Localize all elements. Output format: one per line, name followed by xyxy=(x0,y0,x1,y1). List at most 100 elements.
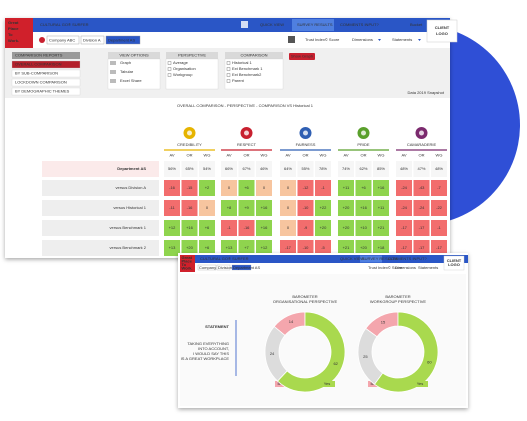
cell-value: +6 xyxy=(205,245,210,250)
menu-item[interactable] xyxy=(11,87,81,96)
menu-header: COMPARISON REPORTS xyxy=(15,53,63,58)
cell-value: +12 xyxy=(261,245,269,250)
breadcrumb-box[interactable] xyxy=(105,35,141,45)
report-title: OVERALL COMPARISON - PERSPECTIVE - COMPA… xyxy=(177,103,314,108)
button[interactable] xyxy=(289,53,315,60)
nav-item[interactable]: QUICK VIEW xyxy=(260,22,284,27)
cell-value: -24 xyxy=(401,205,408,210)
table-cell xyxy=(338,161,354,177)
client-logo xyxy=(443,255,465,271)
cell-value: 48% xyxy=(435,166,443,171)
table-cell xyxy=(221,161,237,177)
table-cell xyxy=(199,200,215,216)
cell-value: +13 xyxy=(169,245,177,250)
flag-icon xyxy=(39,37,45,43)
table-cell xyxy=(238,180,255,196)
cell-value: -1 xyxy=(227,225,231,230)
option-item: Workgroup xyxy=(173,72,193,77)
cell-value: -7 xyxy=(437,185,441,190)
checkbox[interactable] xyxy=(226,79,231,83)
legend-chip xyxy=(319,381,335,387)
logo-text: Great xyxy=(8,20,19,25)
cell-value: +20 xyxy=(343,205,351,210)
menu-item[interactable] xyxy=(11,60,81,69)
cell-value: 54% xyxy=(203,166,211,171)
nav-item[interactable]: SURVEY RESULTS xyxy=(297,22,333,27)
checkbox[interactable] xyxy=(167,67,172,71)
table-cell xyxy=(355,200,372,216)
chart-title: WORKGROUP PERSPECTIVE xyxy=(370,299,426,304)
checkbox[interactable] xyxy=(167,61,172,65)
cell-value: -16 xyxy=(187,205,194,210)
table-cell xyxy=(413,240,430,256)
breadcrumb-box[interactable] xyxy=(197,264,217,271)
statement-text: TAKING EVERYTHING xyxy=(187,341,229,346)
cell-value: +21 xyxy=(343,245,351,250)
nav-item[interactable]: SURVEY RESULTS xyxy=(362,256,398,261)
breadcrumb-box[interactable] xyxy=(231,264,252,271)
cell-value: 0 xyxy=(287,225,290,230)
menu-header xyxy=(12,52,80,59)
dropdown[interactable]: Statements xyxy=(392,37,412,42)
cell-value: -5 xyxy=(321,245,325,250)
nav-item[interactable]: QUICK VIEW xyxy=(340,256,364,261)
breadcrumb-box[interactable] xyxy=(80,35,105,45)
row-label-cell xyxy=(42,220,159,236)
table-cell xyxy=(373,220,389,236)
checkbox[interactable] xyxy=(226,61,231,65)
segment-label: 60 xyxy=(427,359,432,364)
dropdown[interactable]: Statements xyxy=(418,265,438,270)
nav-item[interactable]: COMMENTS INPUT? xyxy=(340,22,379,27)
checkbox[interactable] xyxy=(167,73,172,77)
table-cell xyxy=(164,240,180,256)
cell-value: -17 xyxy=(285,245,292,250)
option-box xyxy=(224,58,284,90)
table-cell xyxy=(238,161,255,177)
view-icon[interactable] xyxy=(110,61,116,65)
caret xyxy=(418,39,421,41)
option-title: PERSPECTIVE xyxy=(178,53,206,58)
cell-value: 0 xyxy=(206,205,209,210)
cell-value: 56% xyxy=(168,166,176,171)
cell-value: +16 xyxy=(261,205,269,210)
view-icon[interactable] xyxy=(110,70,116,74)
breadcrumb-box[interactable] xyxy=(216,264,231,271)
cell-value: 47% xyxy=(417,166,425,171)
table-cell xyxy=(181,220,198,236)
column-header: AV xyxy=(343,153,348,158)
statement-text: INTO ACCOUNT, xyxy=(198,346,229,351)
dropdown[interactable]: Dimensions xyxy=(352,37,373,42)
statement-label: STATEMENT xyxy=(205,324,229,329)
app-title: CULTURAL GO® SURFER xyxy=(200,256,249,261)
nav-item[interactable]: COMMENTS INPUT? xyxy=(388,256,427,261)
option-title: COMPARISON xyxy=(240,53,267,58)
menu-item[interactable] xyxy=(11,69,81,78)
dimension-name: FAIRNESS xyxy=(296,142,316,147)
cell-value: -22 xyxy=(436,205,443,210)
table-cell xyxy=(396,240,412,256)
cell-value: +12 xyxy=(169,225,177,230)
table-cell xyxy=(256,200,272,216)
segment-label: 24 xyxy=(270,351,275,356)
menu-item[interactable] xyxy=(11,78,81,87)
segment-label: 25 xyxy=(363,354,368,359)
table-cell xyxy=(238,220,255,236)
cell-value: -17 xyxy=(401,225,408,230)
table-cell xyxy=(413,200,430,216)
dropdown[interactable]: Dimensions xyxy=(395,265,416,270)
logo-text: Work. xyxy=(8,38,19,43)
option-item: Ext Benchmark 1 xyxy=(232,66,263,71)
breadcrumb-box[interactable] xyxy=(46,35,80,45)
cell-value: 78% xyxy=(319,166,327,171)
view-icon[interactable] xyxy=(110,79,116,83)
cell-value: -43 xyxy=(419,185,426,190)
table-cell xyxy=(221,220,237,236)
breadcrumb: Division A xyxy=(218,265,236,270)
segment-label: 15 xyxy=(381,320,386,325)
checkbox[interactable] xyxy=(226,67,231,71)
table-cell xyxy=(315,220,331,236)
cell-value: -17 xyxy=(419,245,426,250)
cell-value: +11 xyxy=(343,185,350,190)
timestamp: Data 2019 Snapshot xyxy=(408,90,445,95)
checkbox[interactable] xyxy=(226,73,231,77)
